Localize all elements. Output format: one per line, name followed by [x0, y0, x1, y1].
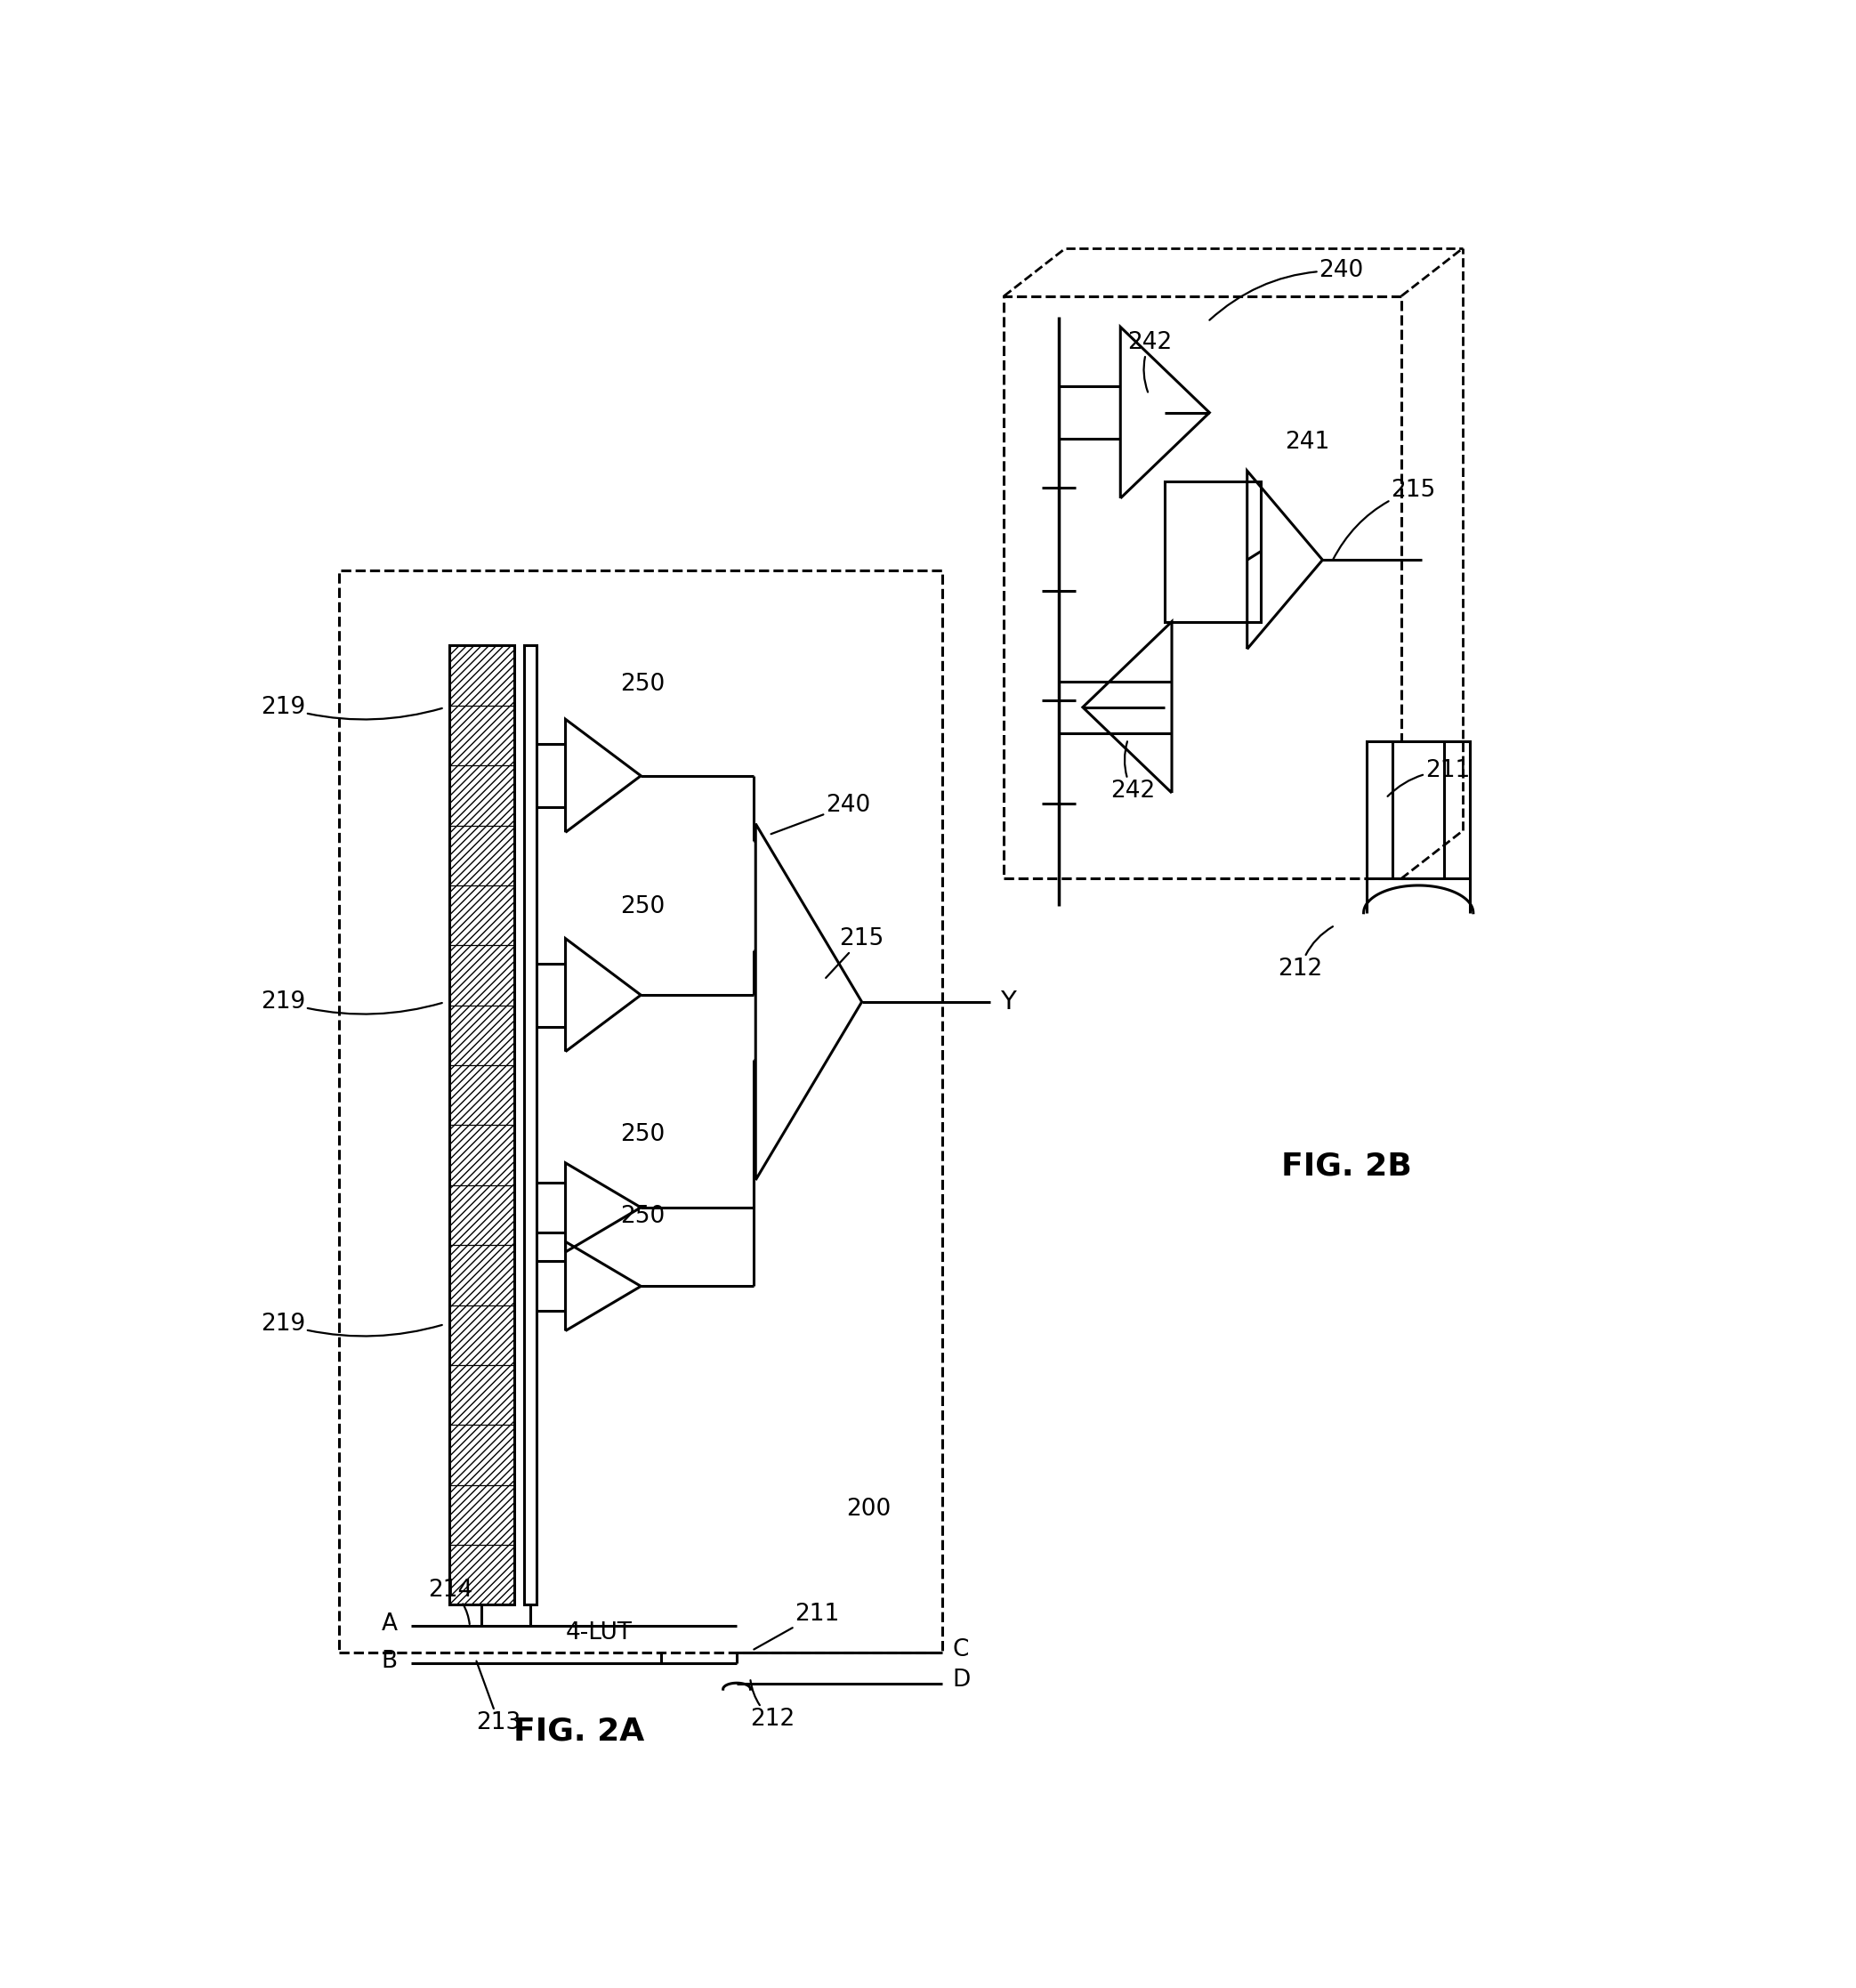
- Text: 219: 219: [260, 1312, 442, 1336]
- Text: 250: 250: [620, 674, 664, 696]
- Text: FIG. 2B: FIG. 2B: [1281, 1151, 1412, 1181]
- Bar: [449, 646, 514, 1604]
- Text: 4-LUT: 4-LUT: [566, 1622, 633, 1644]
- Text: D: D: [952, 1668, 971, 1692]
- Text: 250: 250: [620, 1123, 664, 1145]
- Text: 215: 215: [826, 926, 883, 978]
- Bar: [1166, 481, 1260, 622]
- Text: 242: 242: [1127, 332, 1171, 392]
- Text: 240: 240: [1210, 258, 1364, 320]
- Text: 240: 240: [770, 793, 870, 835]
- Text: 211: 211: [754, 1602, 839, 1650]
- Bar: [340, 571, 943, 1652]
- Text: 250: 250: [620, 1205, 664, 1229]
- Text: 242: 242: [1110, 742, 1154, 803]
- Text: B: B: [382, 1650, 397, 1674]
- Text: 200: 200: [846, 1497, 891, 1521]
- Bar: [1368, 742, 1470, 879]
- Text: 213: 213: [477, 1662, 522, 1734]
- Text: 212: 212: [1279, 926, 1333, 980]
- Text: 214: 214: [429, 1578, 473, 1624]
- Text: A: A: [382, 1612, 397, 1636]
- Text: 250: 250: [620, 895, 664, 918]
- Text: Y: Y: [1000, 990, 1017, 1014]
- Text: 212: 212: [750, 1680, 794, 1732]
- Bar: [525, 646, 536, 1604]
- Text: 241: 241: [1284, 431, 1329, 453]
- Bar: [1004, 296, 1401, 879]
- Text: 211: 211: [1388, 759, 1470, 797]
- Text: 215: 215: [1333, 479, 1437, 561]
- Text: 219: 219: [260, 696, 442, 720]
- Text: 219: 219: [260, 990, 442, 1014]
- Text: FIG. 2A: FIG. 2A: [514, 1716, 644, 1747]
- Text: C: C: [952, 1638, 969, 1662]
